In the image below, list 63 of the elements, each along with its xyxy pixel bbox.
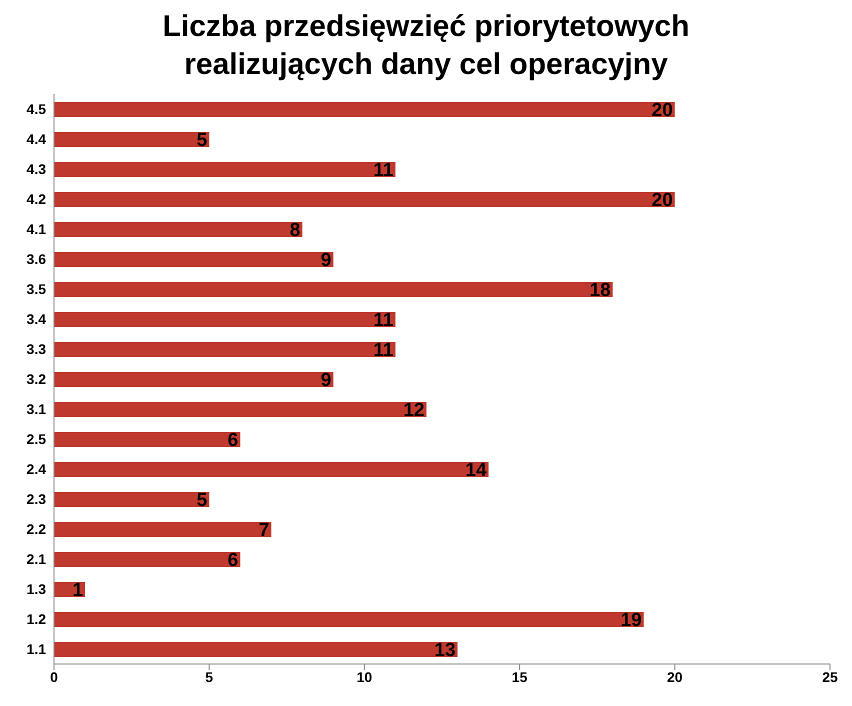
bar [54,522,272,537]
bar [54,642,458,657]
bar [54,312,396,327]
data-label: 11 [373,340,394,362]
y-tick-label: 3.3 [26,340,46,357]
bar [54,192,675,207]
y-tick-label: 1.3 [26,580,46,597]
y-tick-label: 2.1 [26,550,46,567]
data-label: 5 [196,130,208,152]
data-label: 19 [620,610,642,632]
y-tick-label: 1.1 [26,640,46,657]
y-tick-label: 4.3 [26,160,46,177]
bar [54,432,240,447]
bar [54,612,644,627]
y-tick-label: 3.6 [26,250,46,267]
y-tick-label: 4.2 [26,190,46,207]
y-tick-label: 3.5 [26,280,46,297]
y-tick-label: 3.1 [26,400,46,417]
data-label: 14 [465,460,487,482]
y-tick-label: 2.4 [26,460,46,477]
data-label: 8 [290,220,300,242]
data-label: 11 [373,160,394,182]
x-tick-label: 10 [356,668,372,685]
data-label: 7 [258,520,270,542]
data-label: 6 [228,550,238,572]
y-tick-label: 2.2 [26,520,46,537]
data-label: 6 [228,430,238,452]
bar [54,372,334,387]
bar [54,342,396,357]
data-label: 5 [196,490,208,512]
bar [54,252,334,267]
data-label: 11 [373,310,394,332]
y-tick-label: 2.3 [26,490,46,507]
data-label: 20 [652,100,673,122]
bar [54,462,489,477]
y-tick-label: 4.1 [26,220,46,237]
bar [54,552,240,567]
bar [54,222,302,237]
data-label: 9 [320,370,332,392]
y-tick-label: 1.2 [26,610,46,627]
y-tick-label: 4.4 [26,130,46,147]
data-label: 13 [434,640,456,662]
bar [54,402,426,417]
x-tick-label: 5 [205,668,214,685]
data-label: 18 [590,280,611,302]
x-tick-label: 20 [667,668,683,685]
y-tick-label: 3.4 [26,310,46,327]
data-label: 9 [320,250,332,272]
y-tick-label: 2.5 [26,430,46,447]
data-label: 1 [72,580,84,602]
bar [54,492,210,507]
data-label: 20 [652,190,673,212]
bar [54,102,675,117]
y-tick-label: 4.5 [26,100,46,117]
x-tick-label: 25 [822,668,838,685]
x-tick-label: 0 [50,668,58,685]
y-tick-label: 3.2 [26,370,46,387]
data-label: 12 [403,400,424,422]
bar [54,132,210,147]
bar [54,282,613,297]
x-tick-label: 15 [512,668,528,685]
bar [54,162,396,177]
chart-title: Liczba przedsięwzięć priorytetowych realizujących dany cel operacyjny [162,9,690,83]
